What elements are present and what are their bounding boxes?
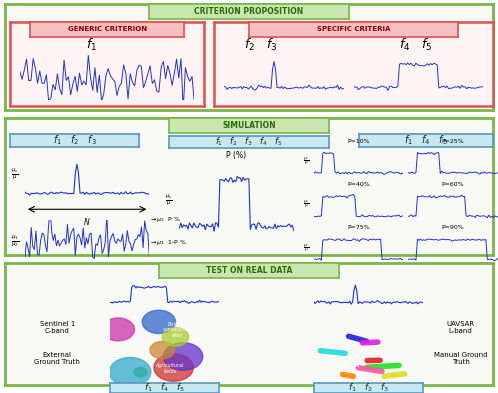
Circle shape (150, 342, 175, 359)
Text: $\rightarrow \mu_1$  1-P %: $\rightarrow \mu_1$ 1-P % (149, 238, 188, 247)
Text: SIMULATION: SIMULATION (222, 121, 276, 130)
Text: $f_1$   $f_2$   $f_3$   $f_4$   $f_5$: $f_1$ $f_2$ $f_3$ $f_4$ $f_5$ (215, 136, 283, 148)
Circle shape (163, 343, 203, 370)
Text: $\frac{\mu_1}{\mu_2}$: $\frac{\mu_1}{\mu_2}$ (11, 234, 19, 250)
Text: P=40%: P=40% (347, 182, 370, 187)
Text: GENERIC CRITERION: GENERIC CRITERION (68, 26, 146, 33)
Text: SPECIFIC CRITERIA: SPECIFIC CRITERIA (317, 26, 390, 33)
Circle shape (162, 328, 189, 346)
Circle shape (134, 367, 147, 377)
Text: P=60%: P=60% (442, 182, 465, 187)
Text: $N$: $N$ (83, 216, 91, 227)
Text: $f_1$   $f_2$   $f_3$: $f_1$ $f_2$ $f_3$ (348, 382, 389, 393)
Text: Manual Ground
Truth: Manual Ground Truth (434, 352, 488, 365)
Text: $\frac{\mu_c}{\mu}$: $\frac{\mu_c}{\mu}$ (165, 193, 173, 208)
Text: P (%): P (%) (227, 151, 247, 160)
Circle shape (102, 318, 134, 341)
Circle shape (110, 357, 151, 386)
Text: Agricultural
fields: Agricultural fields (156, 363, 184, 374)
Text: $f_2$   $f_3$: $f_2$ $f_3$ (245, 37, 278, 53)
Text: $\frac{\mu_c}{\mu}$: $\frac{\mu_c}{\mu}$ (11, 167, 19, 182)
Circle shape (154, 354, 193, 381)
Text: $f_1$: $f_1$ (86, 37, 97, 53)
Text: $f_1$   $f_2$   $f_3$: $f_1$ $f_2$ $f_3$ (53, 133, 97, 147)
Text: Sentinel 1
C-band: Sentinel 1 C-band (39, 321, 75, 334)
Circle shape (142, 310, 175, 334)
Text: $f_1$   $f_4$   $f_5$: $f_1$ $f_4$ $f_5$ (404, 133, 448, 147)
Text: External
Ground Truth: External Ground Truth (34, 352, 80, 365)
Text: P=10%: P=10% (347, 139, 370, 143)
Text: $\rightarrow \mu_2$  P %: $\rightarrow \mu_2$ P % (149, 215, 181, 224)
Text: Building
construction
sites: Building construction sites (162, 321, 193, 338)
Text: $\frac{\mu_c}{\mu}$: $\frac{\mu_c}{\mu}$ (303, 242, 310, 255)
Text: $\frac{\mu_c}{\mu}$: $\frac{\mu_c}{\mu}$ (303, 199, 310, 211)
Text: TEST ON REAL DATA: TEST ON REAL DATA (206, 266, 292, 275)
Text: P=75%: P=75% (347, 225, 370, 230)
Text: CRITERION PROPOSITION: CRITERION PROPOSITION (194, 7, 304, 16)
Text: UAVSAR
L-band: UAVSAR L-band (447, 321, 475, 334)
Text: $f_1$   $f_4$   $f_5$: $f_1$ $f_4$ $f_5$ (144, 382, 185, 393)
Text: P=90%: P=90% (442, 225, 465, 230)
Text: $f_4$   $f_5$: $f_4$ $f_5$ (399, 37, 433, 53)
Text: P=25%: P=25% (442, 139, 465, 143)
Text: vehicles: vehicles (338, 364, 360, 369)
Text: $\frac{\mu_c}{\mu}$: $\frac{\mu_c}{\mu}$ (303, 156, 310, 168)
